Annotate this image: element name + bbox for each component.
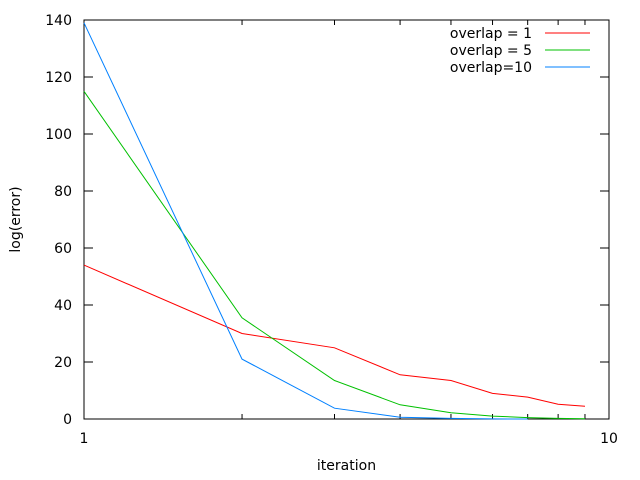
series-lines (83, 22, 586, 420)
x-axis-label: iteration (317, 458, 376, 474)
legend-label-3: overlap=10 (450, 60, 532, 76)
y-tick-label: 60 (54, 241, 72, 257)
series-line-2 (83, 91, 586, 420)
y-tick-label: 20 (54, 355, 72, 371)
y-tick-label: 140 (45, 13, 72, 29)
series-line-1 (83, 264, 586, 407)
y-tick-label: 40 (54, 298, 72, 314)
tick-labels: 0 20 40 60 80 100 120 140 1 10 (45, 13, 618, 447)
y-tick-label: 80 (54, 184, 72, 200)
x-tick-label: 1 (80, 431, 89, 447)
y-tick-label: 100 (45, 127, 72, 143)
x-tick-label: 10 (600, 431, 618, 447)
series-line-3 (83, 22, 528, 420)
y-tick-label: 0 (63, 412, 72, 428)
y-axis-label: log(error) (8, 186, 24, 252)
legend-label-2: overlap = 5 (450, 43, 532, 59)
plot-frame (83, 19, 610, 420)
legend-label-1: overlap = 1 (450, 26, 532, 42)
y-tick-label: 120 (45, 70, 72, 86)
axis-ticks (83, 19, 610, 420)
